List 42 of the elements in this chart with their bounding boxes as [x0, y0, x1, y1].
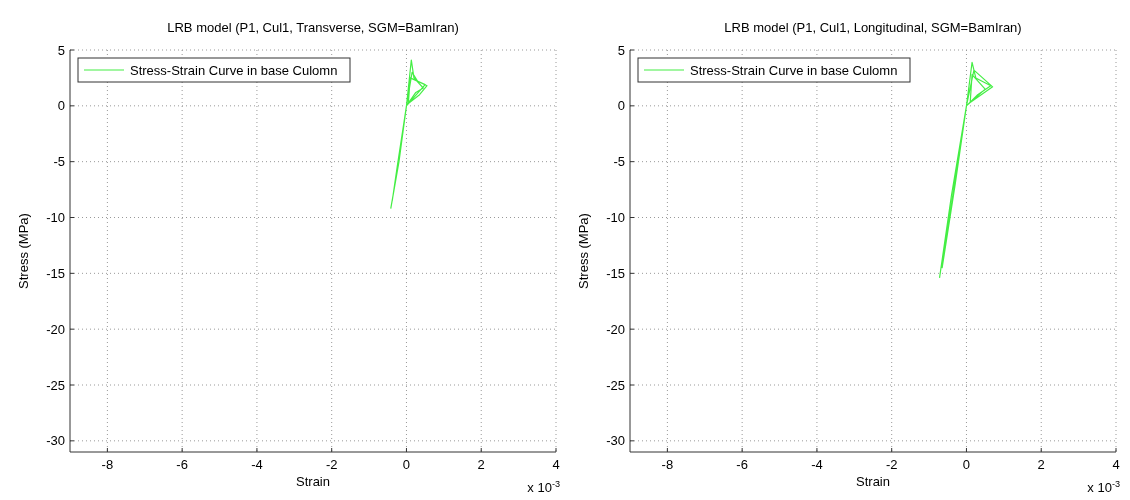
legend-label: Stress-Strain Curve in base Culomn [130, 62, 338, 78]
legend-label: Stress-Strain Curve in base Culomn [690, 62, 898, 78]
y-tick-label: -25 [606, 377, 625, 393]
x-tick-label: -8 [101, 457, 114, 472]
y-tick-label: 0 [57, 98, 65, 114]
x-tick-label: 0 [402, 457, 411, 472]
y-tick-label: -30 [46, 433, 65, 449]
text: x 10$^{-3}$ [1087, 479, 1120, 495]
x-tick-label: -2 [885, 457, 898, 472]
line-series [390, 59, 428, 210]
x-tick-label: 2 [477, 457, 485, 472]
y-tick-label: -15 [606, 265, 625, 281]
x-axis-title: Strain [296, 474, 330, 489]
x-tick-label: 4 [552, 457, 560, 472]
y-axis-title: Stress (MPa) [16, 213, 31, 289]
text: x 10$^{-3}$ [527, 479, 560, 495]
x-tick-label: -6 [176, 457, 188, 472]
chart-title: LRB model (P1, Cul1, Transverse, SGM=BamIran) [167, 20, 459, 35]
x-tick-label: -4 [251, 457, 263, 472]
y-tick-label: 5 [57, 42, 65, 58]
y-tick-label: 0 [617, 98, 625, 114]
y-tick-label: -20 [606, 321, 625, 337]
x-tick-label: -6 [736, 457, 748, 472]
x-tick-label: 2 [1037, 457, 1045, 472]
y-tick-label: -5 [53, 154, 65, 170]
y-tick-label: -25 [46, 377, 65, 393]
y-tick-label: 5 [617, 42, 625, 58]
line-series [938, 61, 994, 279]
chart-title: LRB model (P1, Cul1, Longitudinal, SGM=BamIran) [724, 20, 1022, 35]
y-tick-label: -10 [46, 210, 65, 226]
x-tick-label: -8 [661, 457, 674, 472]
y-axis-title: Stress (MPa) [576, 213, 591, 289]
x-tick-label: 4 [1112, 457, 1120, 472]
y-tick-label: -30 [606, 433, 625, 449]
x-tick-label: -4 [811, 457, 823, 472]
x-tick-label: 0 [962, 457, 971, 472]
y-tick-label: -20 [46, 321, 65, 337]
y-tick-label: -5 [613, 154, 625, 170]
y-tick-label: -10 [606, 210, 625, 226]
x-axis-title: Strain [856, 474, 890, 489]
y-tick-label: -15 [46, 265, 65, 281]
x-tick-label: -2 [325, 457, 338, 472]
